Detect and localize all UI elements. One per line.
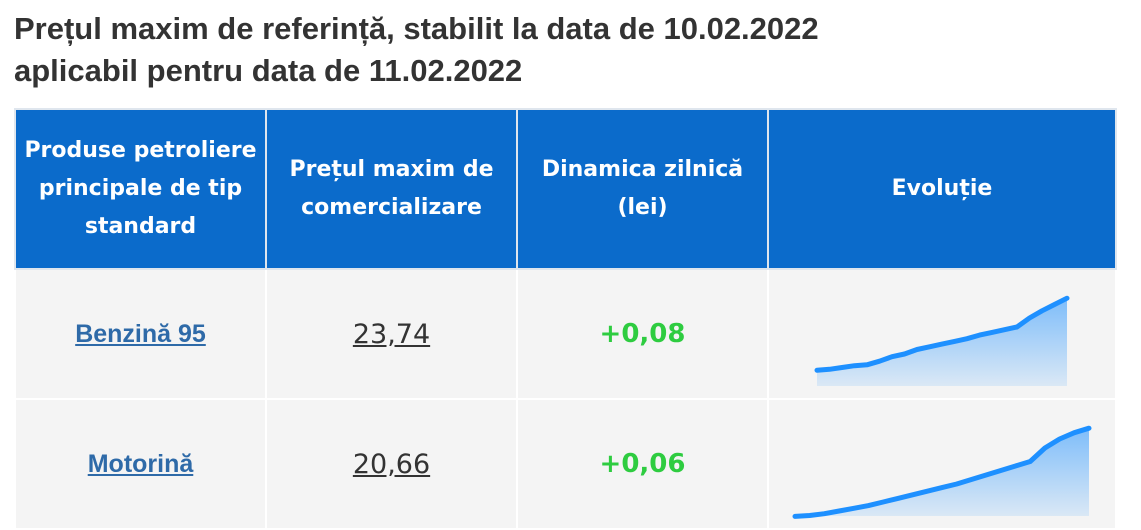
table-body: Benzină 95 23,74 +0,08 Motorină 20,66 +0,06: [14, 268, 1117, 530]
change-cell: +0,08: [516, 268, 769, 400]
price-cell: 23,74: [265, 268, 518, 400]
page-title: Prețul maxim de referință, stabilit la d…: [14, 8, 819, 92]
price-value[interactable]: 20,66: [352, 448, 431, 480]
price-table: Produse petroliere principale de tip sta…: [14, 108, 1117, 530]
header-row: Produse petroliere principale de tip sta…: [14, 108, 1117, 270]
column-header: Evoluție: [767, 108, 1117, 270]
sparkline: [792, 425, 1092, 519]
product-cell: Benzină 95: [14, 268, 267, 400]
title-line: aplicabil pentru data de 11.02.2022: [14, 53, 523, 88]
column-header: Prețul maxim de comercializare: [265, 108, 518, 270]
sparkline-line: [814, 295, 1070, 373]
change-cell: +0,06: [516, 398, 769, 530]
title-line: Prețul maxim de referință, stabilit la d…: [14, 11, 819, 46]
sparkline-area: [795, 428, 1089, 517]
column-header: Dinamica zilnică (lei): [516, 108, 769, 270]
table-row: Motorină 20,66 +0,06: [14, 398, 1117, 530]
product-link[interactable]: Motorină: [87, 449, 194, 478]
table-row: Benzină 95 23,74 +0,08: [14, 268, 1117, 400]
evolution-cell: [767, 268, 1117, 400]
change-value: +0,08: [599, 319, 686, 349]
sparkline-line: [792, 425, 1092, 519]
product-link[interactable]: Benzină 95: [75, 319, 206, 348]
change-value: +0,06: [599, 449, 686, 479]
column-header: Produse petroliere principale de tip sta…: [14, 108, 267, 270]
price-value[interactable]: 23,74: [352, 318, 431, 350]
price-cell: 20,66: [265, 398, 518, 530]
product-cell: Motorină: [14, 398, 267, 530]
sparkline-area: [817, 298, 1067, 386]
sparkline: [814, 295, 1070, 386]
evolution-cell: [767, 398, 1117, 530]
